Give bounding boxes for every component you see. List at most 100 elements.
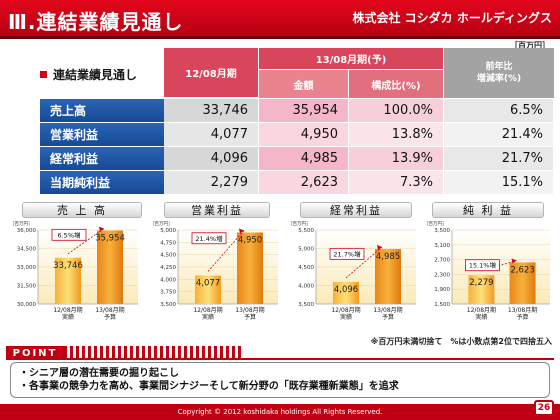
col-header-actual: 12/08月期 (164, 48, 259, 98)
y-tick-label: 5,500 (298, 228, 314, 234)
x-tick-label: 13/08月期 (373, 306, 402, 314)
y-tick-label: 30,000 (17, 302, 37, 308)
x-tick-label: 13/08月期 (508, 306, 537, 314)
point-box: ・シニア層の潜在需要の掘り起こし ・各事業の競争力を高め、事業間シナジーそして新… (10, 362, 550, 398)
bar (55, 257, 81, 304)
footer-bar: Copyright © 2012 koshidaka holdings All … (0, 404, 560, 420)
y-tick-label: 36,000 (17, 228, 37, 234)
point-stripes (64, 346, 244, 358)
row-label-ordinary-income: 経常利益 (40, 147, 164, 171)
x-tick-label: 12/08月期 (331, 306, 360, 314)
bar (509, 262, 536, 304)
unit-label: ［百万円］ (10, 220, 33, 227)
arrow-head-icon (511, 258, 517, 264)
y-tick-label: 33,000 (17, 265, 37, 271)
y-tick-label: 2,300 (434, 272, 450, 278)
header-divider (0, 36, 560, 39)
cell-ratio: 13.9% (349, 147, 444, 171)
y-tick-label: 4,750 (160, 240, 176, 246)
row-label-operating-income: 営業利益 (40, 123, 164, 147)
x-tick-label: 13/08月期 (235, 306, 264, 314)
unit-label: ［百万円］ (150, 220, 173, 227)
header-bar: Ⅲ.連結業績見通し 株式会社 コシダカ ホールディングス (0, 0, 560, 36)
y-tick-label: 4,250 (160, 265, 176, 271)
chart-title-operating: 営業利益 (164, 202, 270, 218)
growth-callout (329, 247, 365, 260)
company-name: 株式会社 コシダカ ホールディングス (352, 11, 552, 25)
page-title: Ⅲ.連結業績見通し (8, 10, 184, 34)
bar (195, 275, 221, 304)
bar (468, 275, 495, 304)
y-tick-label: 34,500 (17, 247, 37, 253)
growth-label: 21.7%増 (333, 249, 361, 258)
cell-actual: 4,096 (164, 147, 259, 171)
bar-value-label: 4,950 (238, 235, 262, 245)
x-tick-label: 12/08月期 (53, 306, 82, 314)
bar (97, 230, 123, 304)
cell-yoy: 6.5% (444, 99, 554, 123)
growth-label: 6.5%増 (57, 230, 81, 239)
y-tick-label: 3,500 (160, 302, 176, 308)
cell-yoy: 15.1% (444, 171, 554, 195)
point-badge: POINT (6, 346, 64, 360)
growth-label: 21.4%増 (195, 234, 223, 243)
arrow-head-icon (377, 245, 382, 251)
unit-label: ［百万円］ (288, 220, 311, 227)
growth-arrow (345, 246, 383, 279)
y-tick-label: 4,500 (160, 253, 176, 259)
footnote: ※百万円未満切捨て %は小数点第2位で四捨五入 (370, 337, 552, 346)
cell-forecast: 2,623 (259, 171, 349, 195)
x-tick-label: 実績 (202, 313, 214, 321)
bar-chart-1: ［百万円］ 3,500 3,750 4,000 4,250 4,500 4,750 5,000… (150, 220, 278, 321)
bar-value-label: 2,279 (469, 278, 493, 288)
y-tick-label: 3,500 (298, 302, 314, 308)
x-tick-label: 予算 (244, 313, 256, 321)
x-tick-label: 13/08月期 (95, 306, 124, 314)
cell-yoy: 21.4% (444, 123, 554, 147)
growth-callout (465, 259, 500, 272)
copyright-text: Copyright © 2012 koshidaka holdings All … (177, 408, 383, 416)
point-underline (6, 346, 554, 360)
y-tick-label: 1,900 (434, 287, 450, 293)
cell-actual: 33,746 (164, 99, 259, 123)
y-tick-label: 31,500 (17, 284, 37, 290)
row-label-sales: 売上高 (40, 99, 164, 123)
bar-chart-0: ［百万円］ 30,000 31,500 33,000 34,500 36,000 33,74… (10, 220, 138, 321)
growth-callout (51, 228, 87, 241)
point-line: ・シニア層の潜在需要の掘り起こし (19, 368, 179, 379)
x-tick-label: 予算 (104, 313, 116, 321)
x-tick-label: 予算 (517, 313, 529, 321)
bar-value-label: 35,954 (95, 234, 125, 244)
x-tick-label: 12/08月期 (193, 306, 222, 314)
y-tick-label: 5,000 (298, 247, 314, 253)
unit-label: ［百万円］ (424, 220, 447, 227)
col-header-forecast-group: 13/08月期(予) (259, 48, 444, 70)
cell-yoy: 21.7% (444, 147, 554, 171)
unit-label: ［百万円］ (510, 41, 550, 50)
chart-title-ordinary: 経常利益 (300, 202, 412, 218)
bar-chart-2: ［百万円］ 3,500 4,000 4,500 5,000 5,500 4,096 12/08… (288, 220, 416, 321)
col-header-amount: 金額 (259, 70, 349, 98)
growth-callout (191, 232, 227, 245)
chart-title-net: 純 利 益 (432, 202, 544, 218)
bar (237, 232, 263, 304)
bar-value-label: 33,746 (53, 261, 83, 271)
cell-actual: 2,279 (164, 171, 259, 195)
table-section-label: 連結業績見通し (40, 54, 160, 94)
y-tick-label: 4,000 (160, 277, 176, 283)
y-tick-label: 4,000 (298, 284, 314, 290)
cell-ratio: 13.8% (349, 123, 444, 147)
cell-forecast: 4,985 (259, 147, 349, 171)
x-tick-label: 実績 (475, 313, 487, 321)
point-line: ・各事業の競争力を高め、事業間シナジーそして新分野の「既存業種新業態」を追求 (19, 381, 399, 392)
bar-value-label: 2,623 (510, 265, 534, 275)
y-tick-label: 3,100 (434, 243, 450, 249)
arrow-head-icon (99, 226, 104, 232)
bar-value-label: 4,077 (196, 279, 220, 289)
bar-chart-3: ［百万円］ 1,500 1,900 2,300 2,700 3,100 3,500 2,279… (424, 220, 550, 321)
x-tick-label: 12/08月期 (467, 306, 496, 314)
cell-actual: 4,077 (164, 123, 259, 147)
cell-ratio: 7.3% (349, 171, 444, 195)
bar (333, 281, 359, 304)
bar-value-label: 4,985 (376, 252, 400, 262)
